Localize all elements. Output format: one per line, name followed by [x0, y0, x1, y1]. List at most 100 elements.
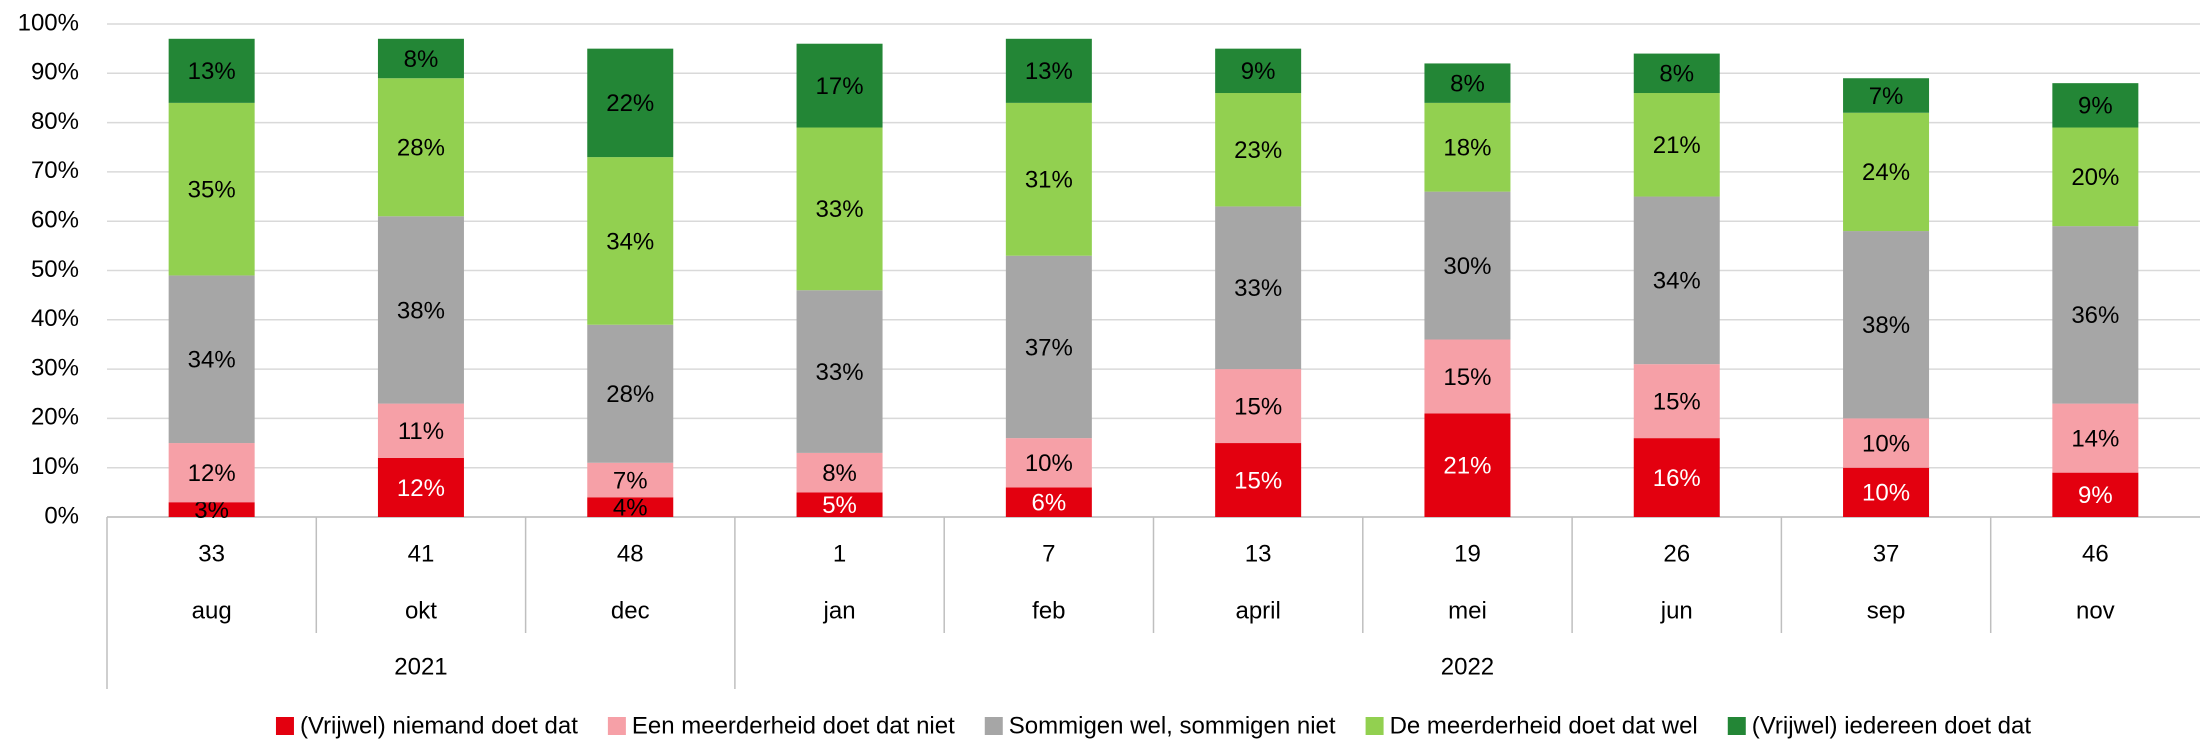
bar-segment	[1633, 93, 1720, 197]
bar-segment	[1005, 438, 1092, 488]
value-label: 21%	[1653, 132, 1701, 159]
week-label: 13	[1245, 540, 1272, 567]
month-label: dec	[611, 597, 650, 624]
value-label: 11%	[398, 418, 444, 445]
legend-label: (Vrijwel) niemand doet dat	[300, 712, 578, 739]
bar-segment	[1843, 231, 1930, 419]
y-tick-label: 80%	[31, 108, 79, 135]
value-label: 6%	[1032, 490, 1067, 517]
value-label: 12%	[188, 460, 236, 487]
month-label: jun	[1660, 597, 1693, 624]
bar-segment	[1633, 364, 1720, 439]
value-label: 15%	[1234, 467, 1282, 494]
bar-segment	[377, 78, 464, 217]
month-label: jan	[823, 597, 856, 624]
bar-segment	[1215, 443, 1302, 517]
week-label: 19	[1454, 540, 1481, 567]
value-label: 17%	[816, 73, 864, 100]
bar-segment	[1424, 63, 1511, 103]
legend-swatch	[275, 717, 294, 735]
bar-segment	[1633, 196, 1720, 365]
value-label: 38%	[397, 297, 445, 324]
bar-segment	[1843, 467, 1930, 517]
value-label: 21%	[1443, 453, 1491, 480]
value-label: 7%	[613, 467, 648, 494]
value-label: 33%	[816, 196, 864, 223]
legend-label: (Vrijwel) iedereen doet dat	[1752, 712, 2032, 739]
bar-segment	[377, 216, 464, 404]
value-label: 8%	[404, 46, 439, 73]
bar-segment	[1843, 112, 1930, 232]
value-label: 34%	[606, 228, 654, 255]
value-label: 35%	[188, 176, 236, 203]
value-label: 23%	[1234, 137, 1282, 164]
value-label: 33%	[1234, 275, 1282, 302]
legend-label: Sommigen wel, sommigen niet	[1009, 712, 1336, 739]
bar-segment	[168, 275, 255, 444]
month-label: mei	[1448, 597, 1487, 624]
bar-segment	[2052, 127, 2139, 227]
value-label: 13%	[1025, 58, 1073, 85]
bar-segment	[796, 452, 883, 493]
value-label: 18%	[1443, 135, 1491, 162]
bar-segment	[796, 43, 883, 128]
value-label: 10%	[1025, 450, 1073, 477]
bar-segment	[1215, 48, 1302, 94]
value-label: 15%	[1653, 388, 1701, 415]
bar-segment	[1215, 93, 1302, 207]
legend-swatch	[1365, 717, 1384, 735]
bar-segment	[2052, 403, 2139, 473]
month-label: nov	[2076, 597, 2115, 624]
value-label: 15%	[1443, 364, 1491, 391]
y-tick-label: 100%	[18, 9, 79, 36]
year-label: 2021	[394, 653, 447, 680]
value-label: 4%	[613, 494, 648, 521]
bar-segment	[587, 324, 674, 463]
value-label: 5%	[822, 492, 857, 519]
value-label: 31%	[1025, 167, 1073, 194]
legend-label: De meerderheid doet dat wel	[1390, 712, 1698, 739]
value-label: 38%	[1862, 312, 1910, 339]
value-label: 34%	[188, 347, 236, 374]
value-label: 8%	[1450, 71, 1485, 98]
value-label: 8%	[1659, 61, 1694, 88]
bar-segment	[1633, 438, 1720, 517]
legend-swatch	[984, 717, 1003, 735]
week-label: 26	[1663, 540, 1690, 567]
bar-segment	[796, 290, 883, 453]
value-label: 33%	[816, 359, 864, 386]
bar-segment	[168, 102, 255, 276]
value-label: 14%	[2071, 425, 2119, 452]
week-label: 48	[617, 540, 644, 567]
bar-segment	[1424, 102, 1511, 192]
value-label: 15%	[1234, 393, 1282, 420]
value-label: 16%	[1653, 465, 1701, 492]
y-tick-label: 20%	[31, 404, 79, 431]
bar-segment	[1424, 413, 1511, 517]
month-label: aug	[192, 597, 232, 624]
value-label: 10%	[1862, 430, 1910, 457]
bar-segment	[168, 502, 255, 517]
value-label: 28%	[397, 135, 445, 162]
value-label: 10%	[1862, 480, 1910, 507]
bar-segment	[1005, 487, 1092, 517]
y-tick-label: 0%	[44, 502, 79, 529]
value-label: 9%	[1241, 58, 1276, 85]
legend-swatch	[1727, 717, 1746, 735]
value-label: 12%	[397, 475, 445, 502]
bar-segment	[587, 157, 674, 325]
bar-segment	[796, 492, 883, 517]
value-label: 37%	[1025, 334, 1073, 361]
y-tick-label: 50%	[31, 256, 79, 283]
month-label: sep	[1867, 597, 1906, 624]
bar-segment	[1215, 206, 1302, 370]
value-label: 13%	[188, 58, 236, 85]
y-tick-label: 40%	[31, 305, 79, 332]
bar-segment	[1843, 418, 1930, 468]
value-label: 24%	[1862, 159, 1910, 186]
bar-segment	[796, 127, 883, 291]
bar-segment	[2052, 472, 2139, 517]
y-tick-label: 10%	[31, 453, 79, 480]
week-label: 1	[833, 540, 846, 567]
